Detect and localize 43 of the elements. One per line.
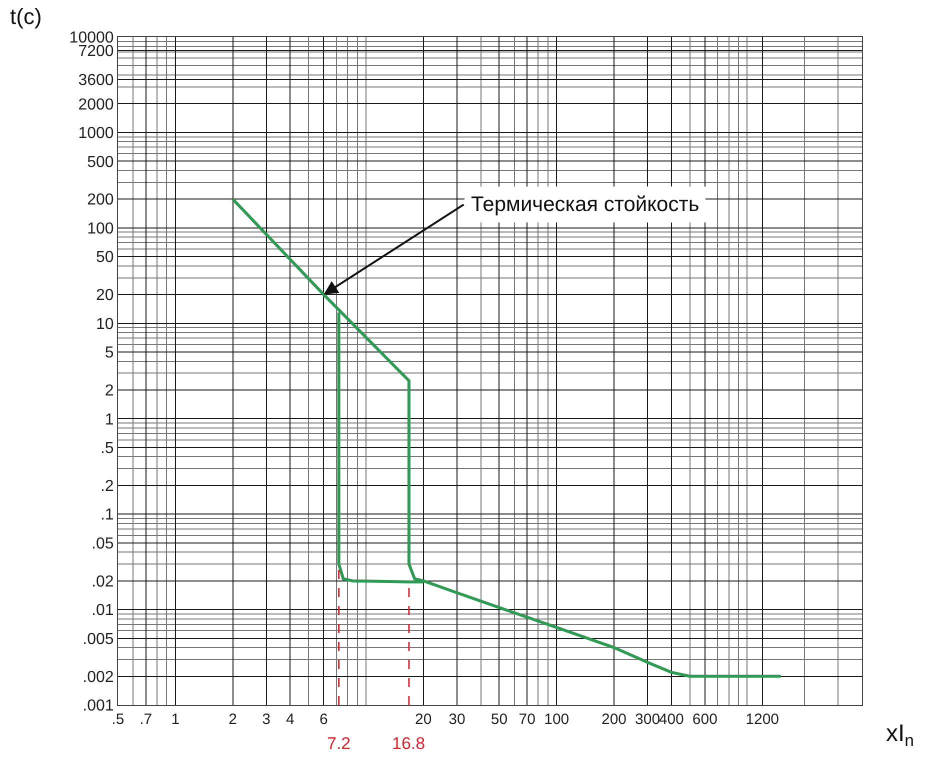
x-tick-label: 1200: [746, 711, 780, 728]
y-tick-label: .1: [100, 506, 114, 524]
x-tick-label: 1: [171, 711, 180, 728]
x-tick-label: 50: [490, 711, 508, 728]
x-tick-label: 20: [415, 711, 432, 728]
x-tick-label: 4: [286, 711, 294, 728]
y-tick-label: 1000: [78, 125, 114, 142]
x-axis-title: xI$_{n}$: [886, 720, 914, 750]
x-tick-label: 30: [448, 711, 466, 728]
y-tick-label: 10: [96, 316, 114, 333]
x-tick-label: 600: [692, 711, 718, 728]
x-tick-label: 70: [518, 711, 536, 728]
y-tick-label: .001: [82, 698, 114, 715]
y-tick-label: 7200: [78, 43, 114, 60]
x-tick-label: 300: [635, 711, 660, 728]
ref-line-label: 16.8: [392, 734, 426, 753]
y-tick-label: .002: [82, 668, 114, 686]
y-tick-label: 500: [87, 154, 114, 171]
y-tick-label: .05: [92, 535, 114, 552]
y-tick-label: .2: [100, 478, 114, 496]
x-tick-label: 6: [320, 711, 328, 728]
y-tick-label: .01: [92, 602, 114, 620]
y-axis-title: t(c): [10, 4, 42, 29]
y-tick-label: 20: [96, 287, 114, 304]
x-tick-label: 100: [544, 711, 570, 728]
x-tick-label: 200: [601, 711, 627, 728]
y-tick-label: 100: [87, 220, 114, 238]
y-tick-label: 50: [96, 249, 114, 266]
ref-line-label: 7.2: [327, 734, 351, 753]
y-tick-label: .005: [82, 630, 114, 648]
y-tick-label: 200: [87, 192, 114, 209]
x-tick-label: .7: [140, 711, 152, 728]
x-tick-label: 2: [228, 711, 237, 728]
y-tick-label: 2: [104, 382, 114, 400]
y-tick-label: .5: [100, 440, 114, 458]
y-tick-label: 3600: [78, 72, 114, 89]
y-tick-label: .02: [92, 573, 114, 590]
y-tick-label: 5: [104, 344, 114, 362]
y-tick-label: 2000: [78, 96, 114, 114]
x-tick-label: 400: [658, 711, 684, 728]
annotation: Термическая стойкость: [471, 193, 700, 216]
y-tick-label: 1: [104, 411, 114, 428]
x-tick-label: 3: [262, 711, 270, 728]
